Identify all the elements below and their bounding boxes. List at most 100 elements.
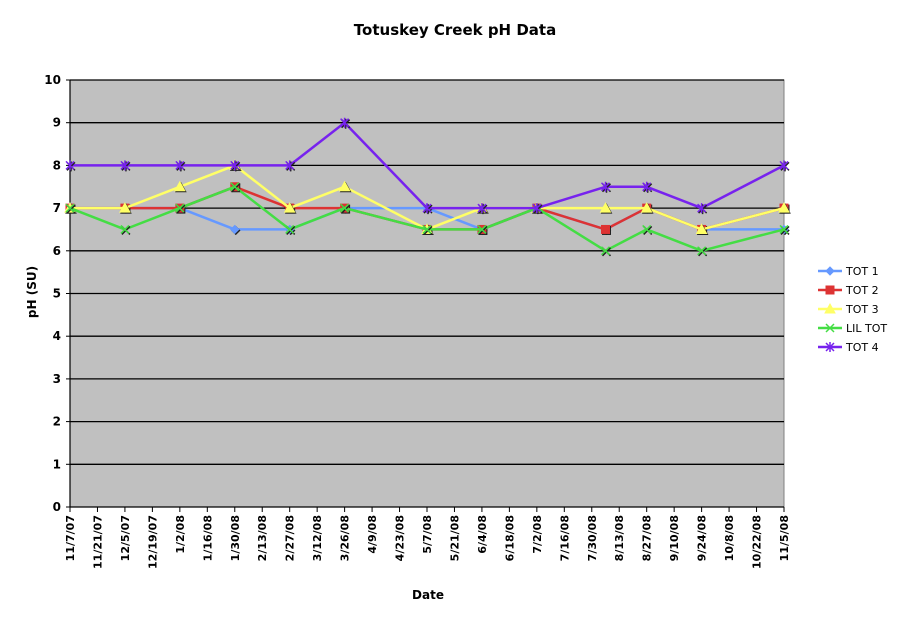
marker-diamond xyxy=(825,266,835,276)
data-point xyxy=(230,160,240,171)
data-point xyxy=(65,203,75,213)
data-point xyxy=(422,203,432,214)
data-point xyxy=(65,160,75,171)
marker-x xyxy=(120,224,130,234)
data-point xyxy=(695,223,708,234)
legend-item: LIL TOT xyxy=(818,322,887,335)
data-point xyxy=(230,224,240,235)
marker-triangle xyxy=(119,202,131,213)
data-point xyxy=(532,203,542,214)
x-tick-label: 2/27/08 xyxy=(284,515,297,561)
data-point xyxy=(599,202,612,213)
marker-star xyxy=(697,203,707,214)
x-tick-label: 8/27/08 xyxy=(641,515,654,561)
y-axis-title: pH (SU) xyxy=(25,266,39,318)
data-point xyxy=(283,202,296,213)
marker-x xyxy=(422,224,432,234)
marker-star xyxy=(642,181,652,192)
marker-triangle xyxy=(173,180,186,192)
y-tick-label: 2 xyxy=(53,415,61,429)
marker-x xyxy=(697,246,707,256)
marker-x xyxy=(779,224,789,234)
x-tick-label: 1/2/08 xyxy=(174,515,187,554)
legend-label: TOT 4 xyxy=(845,341,879,354)
legend-marker xyxy=(825,342,835,352)
marker-star xyxy=(600,181,611,192)
x-axis-title: Date xyxy=(412,588,444,602)
x-tick-label: 6/4/08 xyxy=(476,515,489,554)
data-point xyxy=(120,224,130,234)
data-point xyxy=(697,203,707,214)
x-tick-label: 11/21/07 xyxy=(91,515,104,569)
data-point xyxy=(642,224,652,234)
legend-label: TOT 2 xyxy=(845,284,879,297)
marker-star xyxy=(422,203,432,214)
data-point xyxy=(697,246,707,256)
marker-star xyxy=(779,160,789,171)
data-point xyxy=(175,160,185,171)
marker-star xyxy=(825,342,835,352)
data-point xyxy=(338,180,351,192)
marker-x xyxy=(477,224,487,234)
x-tick-label: 7/16/08 xyxy=(558,515,571,561)
x-tick-label: 3/12/08 xyxy=(311,515,324,561)
marker-x xyxy=(642,224,652,234)
x-tick-label: 10/22/08 xyxy=(751,515,764,569)
data-point xyxy=(600,246,611,256)
x-tick-label: 9/10/08 xyxy=(668,515,681,561)
data-point xyxy=(477,224,487,234)
x-tick-label: 5/7/08 xyxy=(421,515,434,554)
x-tick-label: 6/18/08 xyxy=(503,515,516,561)
x-tick-label: 7/30/08 xyxy=(586,515,599,561)
legend-label: LIL TOT xyxy=(846,322,887,335)
legend: TOT 1 TOT 2 TOT 3 LIL TOT TOT 4 xyxy=(818,265,887,354)
data-point xyxy=(640,202,653,213)
marker-triangle xyxy=(599,202,612,213)
legend-label: TOT 3 xyxy=(845,303,879,316)
data-point xyxy=(477,203,487,214)
x-tick-label: 8/13/08 xyxy=(613,515,626,561)
x-tick-label: 10/8/08 xyxy=(723,515,736,561)
marker-x xyxy=(285,224,295,234)
legend-item: TOT 1 xyxy=(818,265,879,278)
data-point xyxy=(285,224,295,234)
legend-item: TOT 3 xyxy=(818,302,879,316)
marker-triangle xyxy=(338,180,351,192)
data-point xyxy=(119,202,131,213)
data-point xyxy=(120,160,130,171)
x-tick-label: 1/16/08 xyxy=(201,515,214,561)
data-point xyxy=(779,160,789,171)
x-tick-label: 12/19/07 xyxy=(146,515,159,569)
y-tick-label: 1 xyxy=(53,457,61,471)
marker-diamond xyxy=(230,224,240,235)
x-tick-label: 11/5/08 xyxy=(778,515,791,561)
marker-square xyxy=(601,224,610,234)
marker-x xyxy=(600,246,611,256)
marker-triangle xyxy=(283,202,296,213)
y-tick-label: 5 xyxy=(53,287,61,301)
marker-star xyxy=(120,160,130,171)
marker-star xyxy=(477,203,487,214)
x-tick-label: 1/30/08 xyxy=(229,515,242,561)
marker-star xyxy=(175,160,185,171)
marker-square xyxy=(825,285,835,295)
marker-triangle xyxy=(778,202,790,213)
data-point xyxy=(600,181,611,192)
marker-star xyxy=(340,117,350,128)
plot-area: 0 1 2 3 4 5 6 7 8 9 10 11/7/07 11/21/07 12/5/07 12/19/… xyxy=(44,73,791,569)
data-point xyxy=(230,182,240,192)
data-point xyxy=(601,224,610,234)
legend-item: TOT 4 xyxy=(818,341,879,354)
data-point xyxy=(173,180,186,192)
legend-marker xyxy=(825,323,835,333)
data-point xyxy=(175,203,185,213)
marker-star xyxy=(532,203,542,214)
data-point xyxy=(340,117,350,128)
marker-star xyxy=(65,160,75,171)
legend-marker xyxy=(825,266,835,276)
marker-x xyxy=(825,323,835,333)
marker-star xyxy=(285,160,295,171)
marker-x xyxy=(340,203,350,213)
